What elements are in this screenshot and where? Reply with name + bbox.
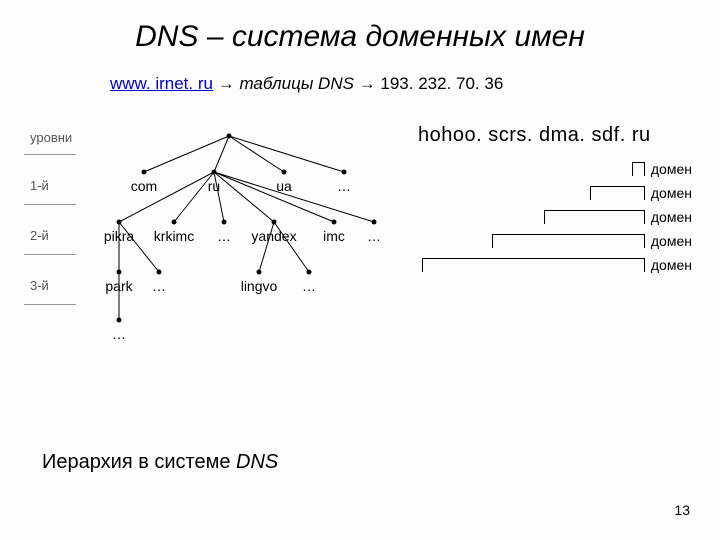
row-separator bbox=[24, 304, 76, 305]
diagram-row: уровни 1-й 2-й 3-й com ru ua … pikra krkimc … yande… bbox=[0, 124, 720, 334]
page-number: 13 bbox=[674, 502, 690, 518]
l2-2: … bbox=[217, 228, 231, 244]
tree-node-dot bbox=[117, 318, 122, 323]
tree-node-dot bbox=[282, 170, 287, 175]
bracket-row-4: домен bbox=[412, 257, 692, 273]
tree-node-dot bbox=[372, 220, 377, 225]
caption: Иерархия в системе DNS bbox=[42, 451, 278, 474]
bracket-label-4: домен bbox=[651, 257, 692, 273]
subtitle: www. irnet. ru → таблицы DNS → 193. 232.… bbox=[0, 74, 720, 94]
page-title: DNS – система доменных имен bbox=[0, 0, 720, 74]
tree-node-dot bbox=[157, 270, 162, 275]
tree-node-dot bbox=[257, 270, 262, 275]
bracket-row-0: домен bbox=[412, 161, 692, 177]
l3-0: park bbox=[105, 278, 132, 294]
row-label-0: 1-й bbox=[30, 178, 78, 193]
tree-node-dot bbox=[272, 220, 277, 225]
tree-node-dot bbox=[307, 270, 312, 275]
row-header: уровни bbox=[30, 130, 78, 145]
row-separator bbox=[24, 204, 76, 205]
tree-node-dot bbox=[117, 270, 122, 275]
caption-ital: DNS bbox=[236, 451, 278, 473]
dns-link[interactable]: www. irnet. ru bbox=[110, 74, 213, 93]
bracket-label-2: домен bbox=[651, 209, 692, 225]
l4-0: … bbox=[112, 326, 126, 342]
bracket-4 bbox=[422, 258, 645, 272]
domain-breakdown: hohoo. scrs. dma. sdf. ru домен домен доме… bbox=[412, 124, 692, 281]
bracket-label-0: домен bbox=[651, 161, 692, 177]
l2-4: imc bbox=[323, 228, 345, 244]
tables-text: таблицы DNS bbox=[239, 74, 354, 93]
bracket-label-1: домен bbox=[651, 185, 692, 201]
tree-node-dot bbox=[142, 170, 147, 175]
l3-1: … bbox=[152, 278, 166, 294]
l3-2: lingvo bbox=[241, 278, 278, 294]
tree-node-dot bbox=[172, 220, 177, 225]
l3-3: … bbox=[302, 278, 316, 294]
l2-3: yandex bbox=[251, 228, 296, 244]
row-separator bbox=[24, 254, 76, 255]
tree-node-dot bbox=[342, 170, 347, 175]
bracket-0 bbox=[632, 162, 645, 176]
tree-node-dot bbox=[222, 220, 227, 225]
l1-3: … bbox=[337, 178, 351, 194]
bracket-label-3: домен bbox=[651, 233, 692, 249]
l2-1: krkimc bbox=[154, 228, 194, 244]
tree-node-dot bbox=[332, 220, 337, 225]
ip-text: → 193. 232. 70. 36 bbox=[354, 74, 503, 93]
bracket-1 bbox=[590, 186, 645, 200]
l1-0: com bbox=[131, 178, 157, 194]
caption-prefix: Иерархия в системе bbox=[42, 451, 236, 473]
row-label-1: 2-й bbox=[30, 228, 78, 243]
bracket-row-3: домен bbox=[412, 233, 692, 249]
l1-2: ua bbox=[276, 178, 292, 194]
tree-node-dot bbox=[117, 220, 122, 225]
arrow-1: → bbox=[213, 74, 239, 93]
bracket-row-1: домен bbox=[412, 185, 692, 201]
tree-node-dot bbox=[212, 170, 217, 175]
bracket-row-2: домен bbox=[412, 209, 692, 225]
l1-1: ru bbox=[208, 178, 220, 194]
fqdn-text: hohoo. scrs. dma. sdf. ru bbox=[412, 124, 692, 147]
l2-5: … bbox=[367, 228, 381, 244]
dns-tree: уровни 1-й 2-й 3-й com ru ua … pikra krkimc … yande… bbox=[24, 124, 394, 334]
l2-0: pikra bbox=[104, 228, 134, 244]
bracket-2 bbox=[544, 210, 645, 224]
row-label-2: 3-й bbox=[30, 278, 78, 293]
row-separator bbox=[24, 154, 76, 155]
bracket-3 bbox=[492, 234, 645, 248]
tree-node-dot bbox=[227, 134, 232, 139]
